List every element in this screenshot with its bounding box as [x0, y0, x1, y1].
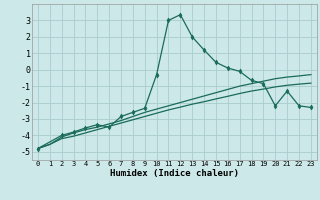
X-axis label: Humidex (Indice chaleur): Humidex (Indice chaleur) — [110, 169, 239, 178]
